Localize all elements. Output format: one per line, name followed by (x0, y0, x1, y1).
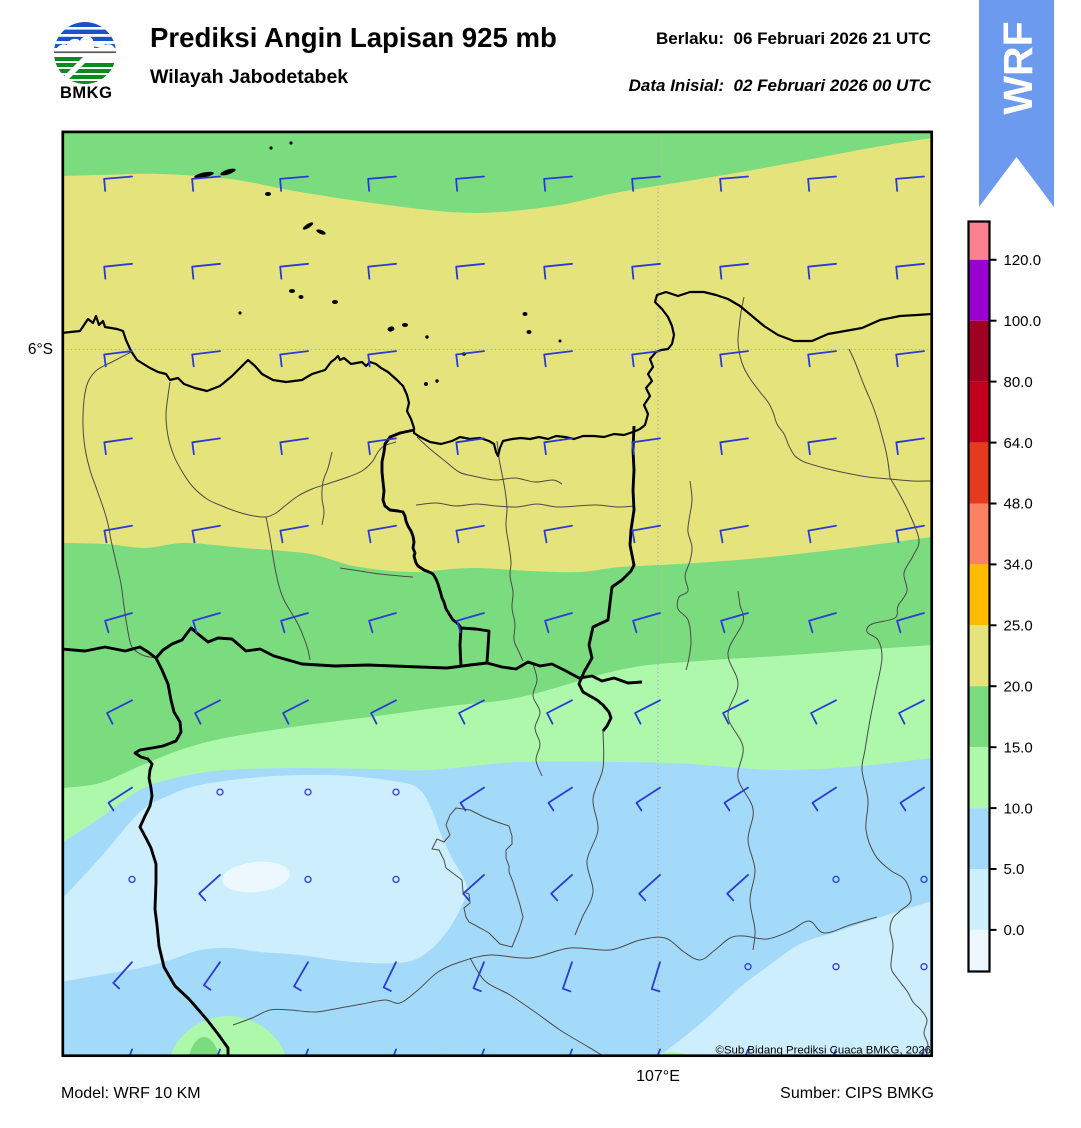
svg-text:48.0: 48.0 (1004, 496, 1033, 513)
svg-text:20.0: 20.0 (1004, 678, 1033, 695)
svg-text:34.0: 34.0 (1004, 557, 1033, 574)
svg-text:0.0: 0.0 (1004, 922, 1025, 939)
svg-text:©Sub Bidang Prediksi Cuaca BMK: ©Sub Bidang Prediksi Cuaca BMKG, 2026 (716, 1045, 931, 1057)
svg-text:WRF: WRF (995, 21, 1041, 114)
svg-text:25.0: 25.0 (1004, 618, 1033, 635)
svg-text:80.0: 80.0 (1004, 374, 1033, 391)
svg-text:10.0: 10.0 (1004, 800, 1033, 817)
svg-text:100.0: 100.0 (1004, 313, 1042, 330)
svg-text:64.0: 64.0 (1004, 435, 1033, 452)
svg-text:120.0: 120.0 (1004, 252, 1042, 269)
svg-text:5.0: 5.0 (1004, 861, 1025, 878)
svg-text:15.0: 15.0 (1004, 739, 1033, 756)
